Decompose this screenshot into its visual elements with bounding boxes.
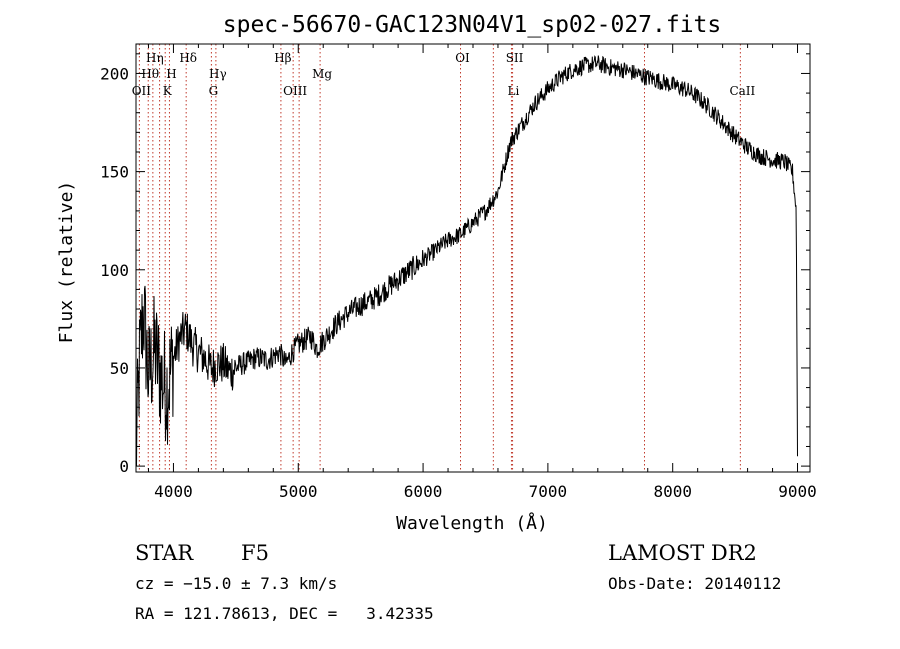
- x-axis-label: Wavelength (Å): [396, 512, 548, 534]
- coordinates: RA = 121.78613, DEC = 3.42335: [135, 604, 434, 623]
- spectral-line-label: Hδ: [179, 51, 197, 65]
- spectral-line-label: Hθ: [141, 67, 159, 81]
- spectral-line-label: Hη: [146, 51, 164, 65]
- spectral-line-label: Li: [508, 84, 520, 98]
- y-axis: 0 50 100 150 200: [100, 53, 810, 476]
- spectral-line-label: OIII: [283, 84, 307, 98]
- x-tick-label: 4000: [154, 482, 193, 501]
- x-tick-label: 5000: [279, 482, 318, 501]
- spectral-line-label: OII: [132, 84, 152, 98]
- spectral-line-label: OI: [455, 51, 470, 65]
- x-tick-label: 6000: [404, 482, 443, 501]
- x-tick-label: 9000: [778, 482, 817, 501]
- spectral-line-label: H: [166, 67, 176, 81]
- spectral-line-label: SII: [506, 51, 524, 65]
- y-tick-label: 200: [100, 64, 129, 83]
- y-tick-label: 100: [100, 261, 129, 280]
- chart-title: spec-56670-GAC123N04V1_sp02-027.fits: [223, 12, 722, 38]
- spectral-line-label: CaII: [729, 84, 755, 98]
- spectrum-series-line: [135, 55, 798, 467]
- spectral-line-labels: Hη Hδ Hβ OI SII Hθ H Hγ Mg OII K G OIII Li CaII: [132, 51, 756, 98]
- survey-name: LAMOST DR2: [608, 541, 757, 565]
- spectral-line-label: G: [209, 84, 219, 98]
- y-axis-label: Flux (relative): [56, 181, 77, 344]
- spectral-line-markers: [138, 44, 741, 472]
- y-tick-label: 150: [100, 163, 129, 182]
- y-tick-label: 0: [119, 457, 129, 476]
- observation-date: Obs-Date: 20140112: [608, 574, 781, 593]
- object-class: STAR: [135, 541, 194, 565]
- spectral-line-label: Hβ: [274, 51, 291, 65]
- spectral-line-label: K: [163, 84, 173, 98]
- redshift-cz: cz = −15.0 ± 7.3 km/s: [135, 574, 337, 593]
- spectral-line-label: Hγ: [209, 67, 227, 81]
- spectral-line-label: Mg: [312, 67, 332, 81]
- x-axis: 4000 5000 6000 7000 8000 9000: [147, 44, 817, 501]
- y-tick-label: 50: [110, 359, 129, 378]
- x-tick-label: 8000: [653, 482, 692, 501]
- x-tick-label: 7000: [529, 482, 568, 501]
- object-subclass: F5: [241, 541, 269, 565]
